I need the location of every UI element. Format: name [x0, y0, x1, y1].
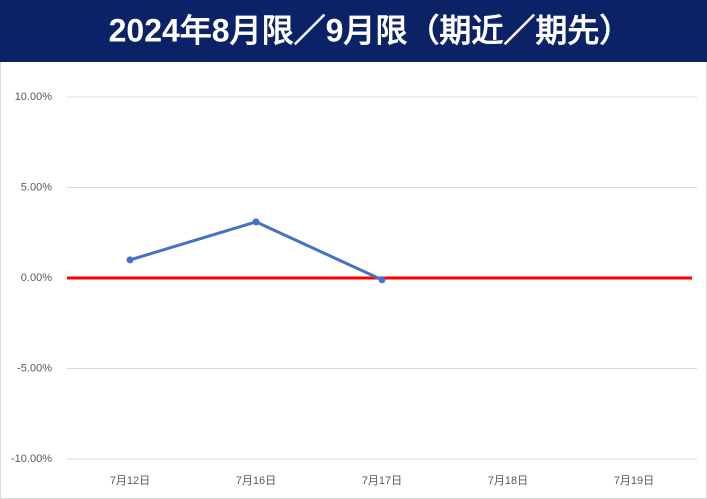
- x-tick-label: 7月12日: [110, 475, 150, 487]
- title-bar: [0, 0, 707, 62]
- x-tick-label: 7月18日: [488, 475, 528, 487]
- data-point: [252, 218, 260, 226]
- y-tick-label: 5.00%: [21, 181, 52, 193]
- y-tick-label: -10.00%: [11, 453, 52, 465]
- data-point: [378, 276, 386, 284]
- chart-title: 2024年8月限／9月限（期近／期先）: [109, 12, 632, 48]
- x-tick-label: 7月17日: [362, 475, 402, 487]
- y-tick-label: 0.00%: [21, 272, 52, 284]
- x-tick-label: 7月19日: [614, 475, 654, 487]
- y-tick-label: 10.00%: [15, 91, 53, 103]
- data-point: [126, 256, 134, 264]
- y-tick-label: -5.00%: [17, 362, 52, 374]
- x-tick-label: 7月16日: [236, 475, 276, 487]
